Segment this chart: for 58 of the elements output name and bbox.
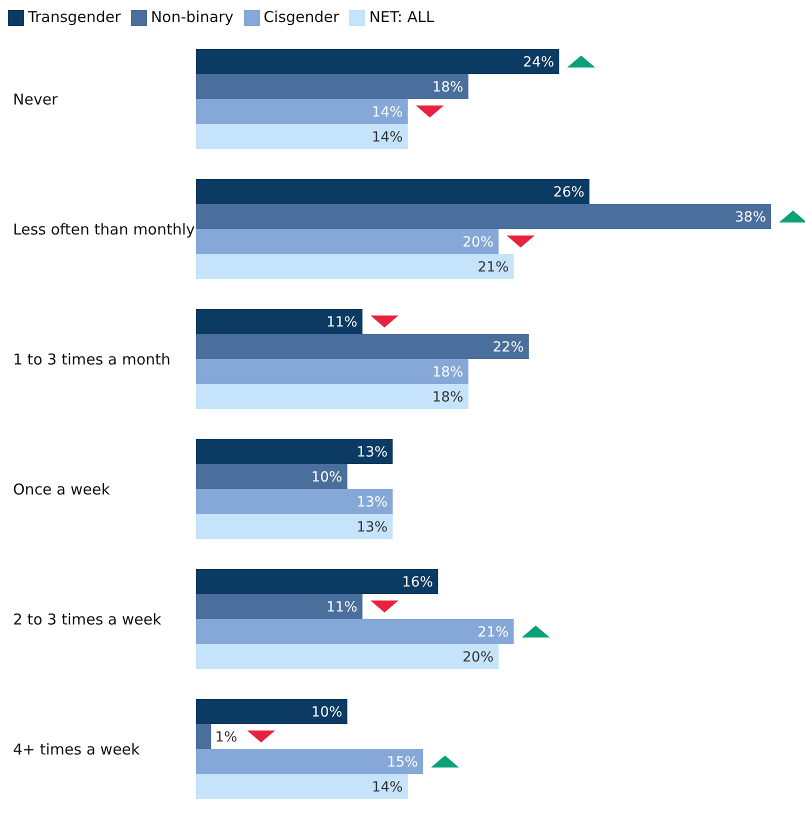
data-label: 18%	[432, 389, 464, 406]
legend-label: Non-binary	[150, 8, 234, 26]
y-tick-label: 1 to 3 times a month	[13, 350, 171, 368]
bar	[196, 309, 362, 334]
data-label: 20%	[462, 649, 494, 666]
bar	[196, 569, 438, 594]
bar	[196, 384, 468, 409]
data-label: 20%	[462, 234, 494, 250]
bar	[196, 644, 499, 669]
legend-label: NET: ALL	[369, 8, 434, 26]
data-label: 13%	[356, 519, 388, 536]
data-label: 10%	[311, 469, 342, 486]
data-label: 14%	[372, 129, 403, 146]
bar	[196, 99, 408, 124]
data-label: 1%	[215, 729, 238, 746]
bar	[196, 179, 590, 204]
bar	[196, 359, 468, 384]
data-label: 26%	[553, 184, 584, 200]
data-label: 11%	[326, 314, 358, 330]
bar	[196, 774, 408, 799]
bar	[196, 464, 348, 489]
bar	[196, 594, 362, 619]
bar	[196, 619, 514, 644]
data-label: 18%	[432, 79, 464, 96]
data-label: 10%	[311, 704, 342, 720]
y-tick-label: Once a week	[13, 480, 110, 498]
data-label: 13%	[356, 494, 388, 510]
y-tick-label: Never	[13, 90, 59, 108]
bar	[196, 204, 771, 229]
bar	[196, 229, 499, 254]
data-label: 21%	[478, 259, 509, 276]
data-label: 13%	[356, 444, 388, 460]
bar	[196, 749, 423, 774]
data-label: 11%	[326, 599, 358, 616]
data-label: 14%	[372, 779, 403, 796]
bar	[196, 254, 514, 279]
legend-label: Cisgender	[264, 8, 340, 26]
data-label: 22%	[492, 339, 524, 356]
data-label: 14%	[372, 104, 403, 120]
data-label: 21%	[478, 624, 509, 640]
data-label: 24%	[523, 54, 554, 70]
y-tick-label: Less often than monthly	[13, 220, 196, 238]
bar	[196, 724, 212, 749]
data-label: 16%	[402, 574, 434, 590]
bar	[196, 334, 529, 359]
bar	[196, 74, 468, 99]
legend-label: Transgender	[28, 8, 121, 26]
data-label: 18%	[432, 364, 464, 380]
y-tick-label: 2 to 3 times a week	[13, 610, 162, 628]
bar	[196, 439, 393, 464]
bar	[196, 489, 393, 514]
y-tick-label: 4+ times a week	[13, 740, 140, 758]
data-label: 38%	[734, 209, 766, 226]
bar	[196, 49, 560, 74]
bar	[196, 124, 408, 149]
data-label: 15%	[386, 754, 418, 770]
bar	[196, 514, 393, 539]
bar	[196, 699, 348, 724]
